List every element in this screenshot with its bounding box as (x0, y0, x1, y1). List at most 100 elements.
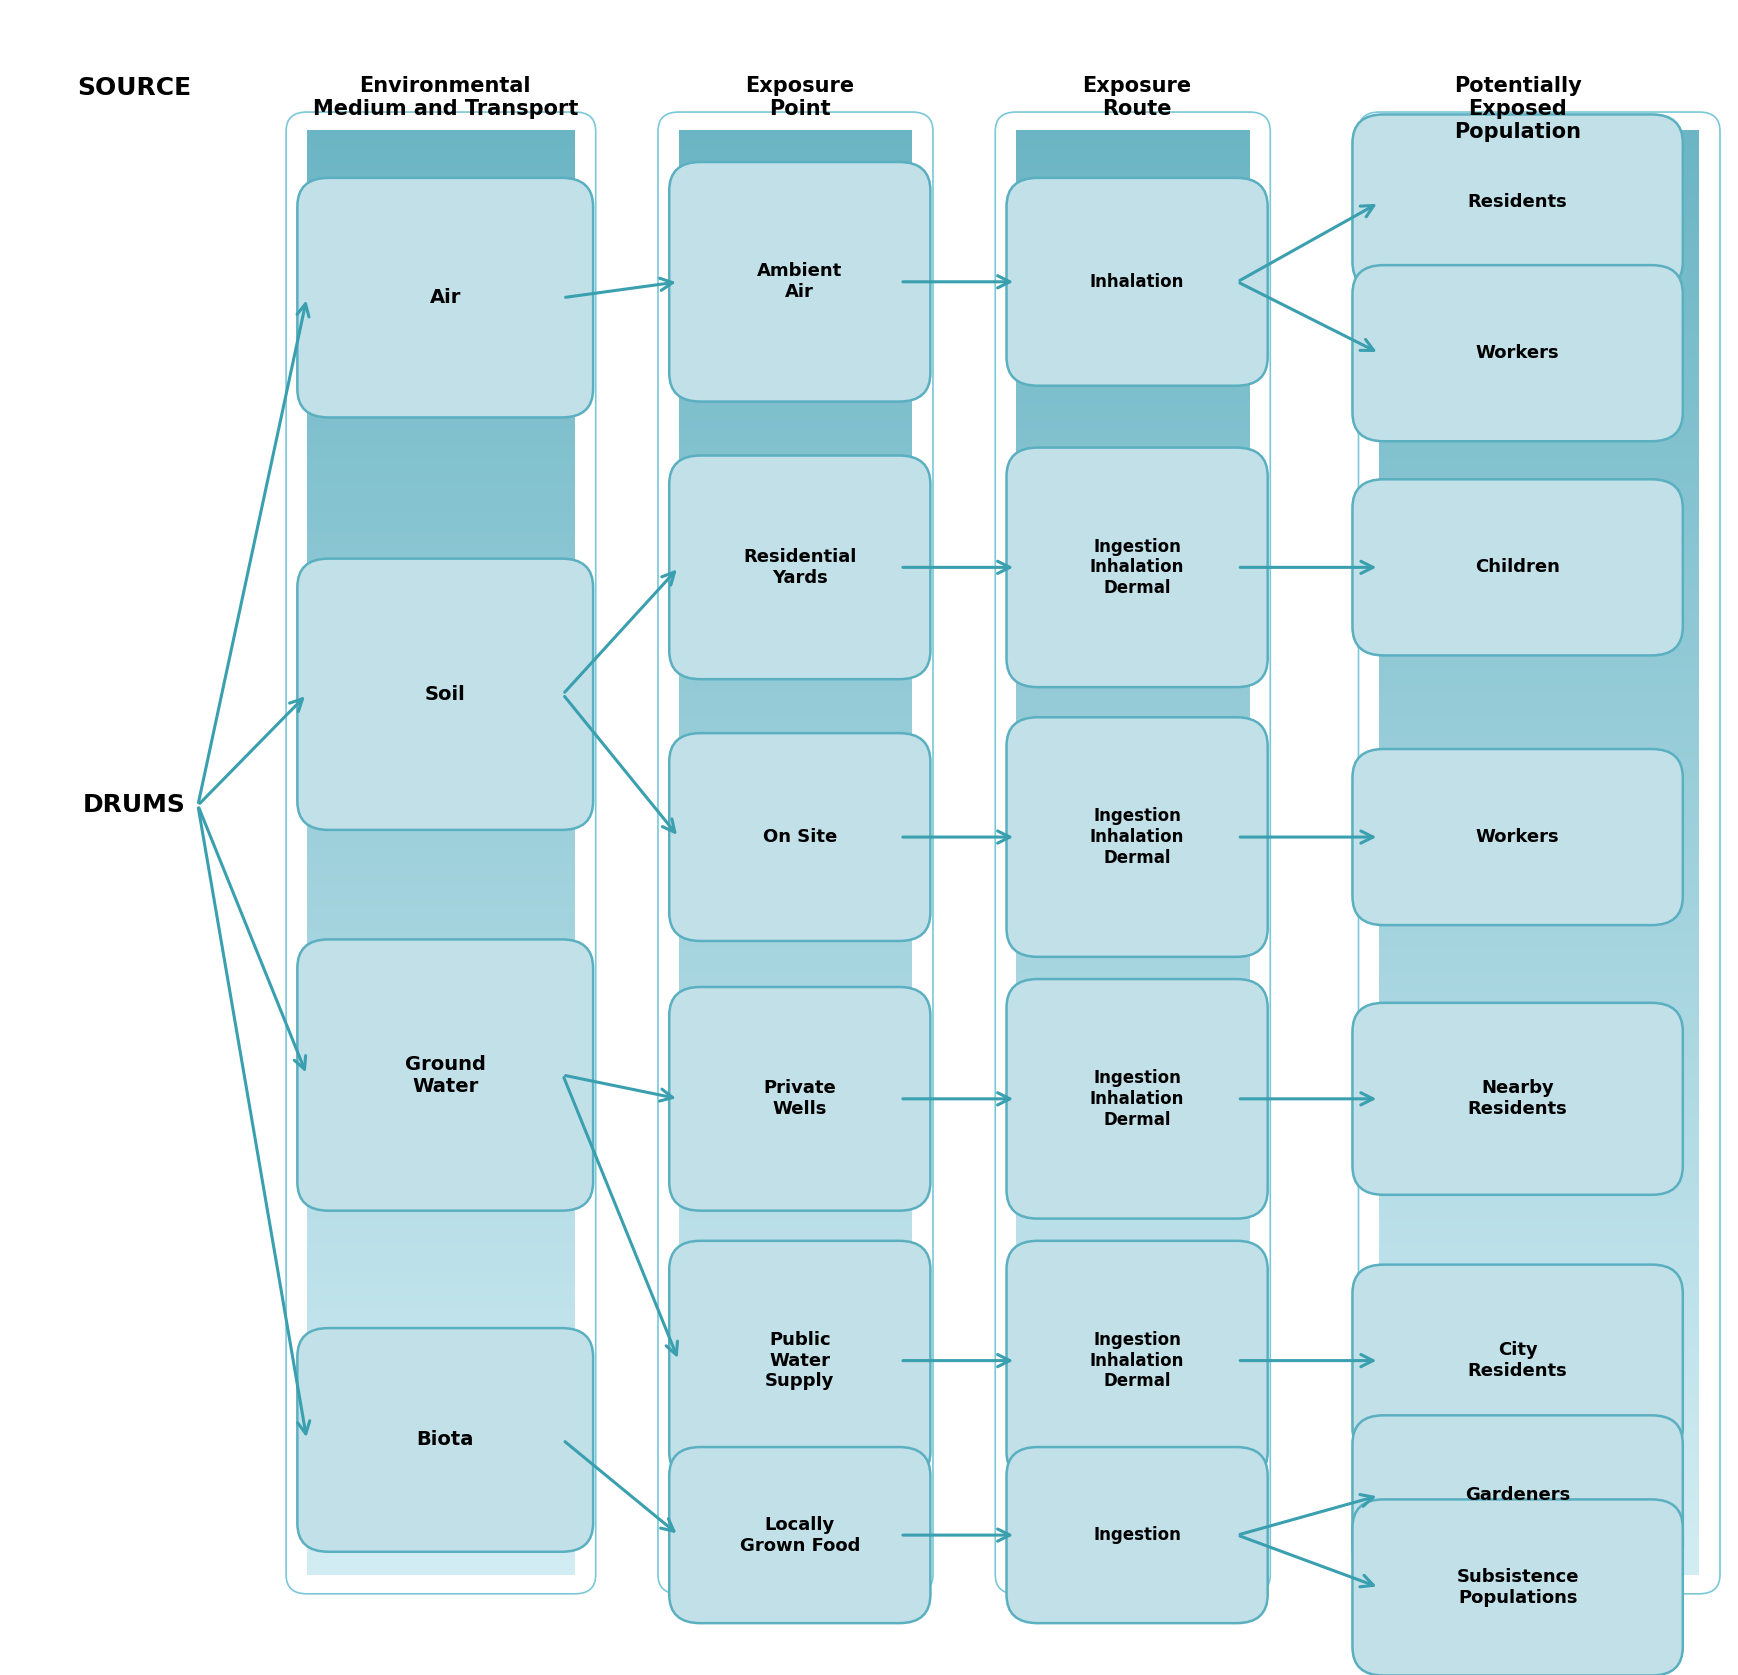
Bar (308, 673, 575, 680)
Bar (308, 439, 575, 444)
Bar (680, 1487, 912, 1492)
Bar (1017, 631, 1250, 636)
Bar (308, 198, 575, 203)
Bar (1017, 1241, 1250, 1248)
Bar (308, 472, 575, 477)
Bar (680, 1261, 912, 1266)
Bar (1380, 1131, 1700, 1137)
Bar (680, 501, 912, 506)
Bar (1017, 477, 1250, 482)
Bar (1380, 1112, 1700, 1117)
Bar (1380, 1454, 1700, 1459)
Bar (1017, 213, 1250, 218)
Bar (680, 519, 912, 526)
Bar (308, 578, 575, 583)
Bar (680, 323, 912, 328)
Bar (680, 198, 912, 203)
Bar (1380, 251, 1700, 256)
Bar (1380, 1238, 1700, 1243)
Bar (680, 1357, 912, 1363)
Bar (1017, 781, 1250, 786)
Bar (308, 270, 575, 275)
Bar (308, 1218, 575, 1223)
Bar (1380, 593, 1700, 598)
Bar (680, 452, 912, 459)
Bar (1017, 462, 1250, 467)
Bar (308, 1420, 575, 1425)
Bar (680, 1223, 912, 1228)
Bar (1380, 313, 1700, 318)
Bar (680, 1169, 912, 1176)
Bar (1380, 1126, 1700, 1132)
Bar (680, 1233, 912, 1238)
Bar (680, 434, 912, 439)
Bar (1380, 799, 1700, 804)
Bar (1017, 159, 1250, 164)
Bar (1017, 221, 1250, 228)
Bar (308, 1511, 575, 1518)
Bar (1017, 717, 1250, 724)
Bar (308, 665, 575, 670)
Bar (308, 318, 575, 323)
Bar (308, 722, 575, 729)
Bar (308, 997, 575, 1002)
Bar (1017, 1141, 1250, 1146)
Bar (1017, 982, 1250, 988)
Bar (308, 1131, 575, 1137)
Bar (680, 375, 912, 382)
Bar (1017, 645, 1250, 652)
Bar (1380, 1002, 1700, 1007)
Bar (1380, 871, 1700, 878)
Bar (308, 973, 575, 978)
Bar (1380, 1482, 1700, 1487)
Bar (680, 1382, 912, 1387)
Bar (1380, 1357, 1700, 1363)
Bar (680, 1482, 912, 1487)
Bar (680, 1280, 912, 1286)
Bar (308, 1233, 575, 1238)
Bar (1017, 1295, 1250, 1300)
Bar (1380, 179, 1700, 184)
Bar (308, 452, 575, 459)
Bar (308, 524, 575, 531)
Bar (1380, 424, 1700, 429)
Text: Ingestion
Inhalation
Dermal: Ingestion Inhalation Dermal (1090, 1332, 1184, 1390)
Bar (680, 838, 912, 843)
Bar (1380, 915, 1700, 920)
Bar (308, 1333, 575, 1338)
FancyBboxPatch shape (1006, 717, 1267, 956)
Bar (308, 221, 575, 228)
Bar (308, 501, 575, 506)
Bar (1380, 1348, 1700, 1353)
Bar (308, 516, 575, 521)
Bar (680, 1156, 912, 1161)
Bar (1017, 1035, 1250, 1040)
Bar (1380, 1280, 1700, 1286)
Bar (308, 419, 575, 425)
Bar (680, 362, 912, 367)
Bar (1017, 688, 1250, 693)
Bar (1380, 506, 1700, 511)
Bar (1380, 747, 1700, 752)
Bar (1017, 1189, 1250, 1194)
Bar (680, 930, 912, 935)
Bar (308, 963, 575, 968)
Bar (1017, 1310, 1250, 1315)
Bar (680, 1541, 912, 1546)
Bar (1380, 1089, 1700, 1094)
Bar (308, 159, 575, 164)
Bar (680, 1131, 912, 1137)
Bar (308, 462, 575, 467)
Bar (308, 1382, 575, 1387)
Bar (1017, 1439, 1250, 1446)
Bar (308, 1506, 575, 1513)
Bar (1017, 1502, 1250, 1508)
Bar (1017, 953, 1250, 958)
Bar (680, 260, 912, 266)
FancyBboxPatch shape (1006, 447, 1267, 687)
Bar (1380, 905, 1700, 911)
Bar (680, 881, 912, 886)
Bar (1380, 1151, 1700, 1156)
Bar (308, 987, 575, 993)
Bar (1017, 144, 1250, 151)
